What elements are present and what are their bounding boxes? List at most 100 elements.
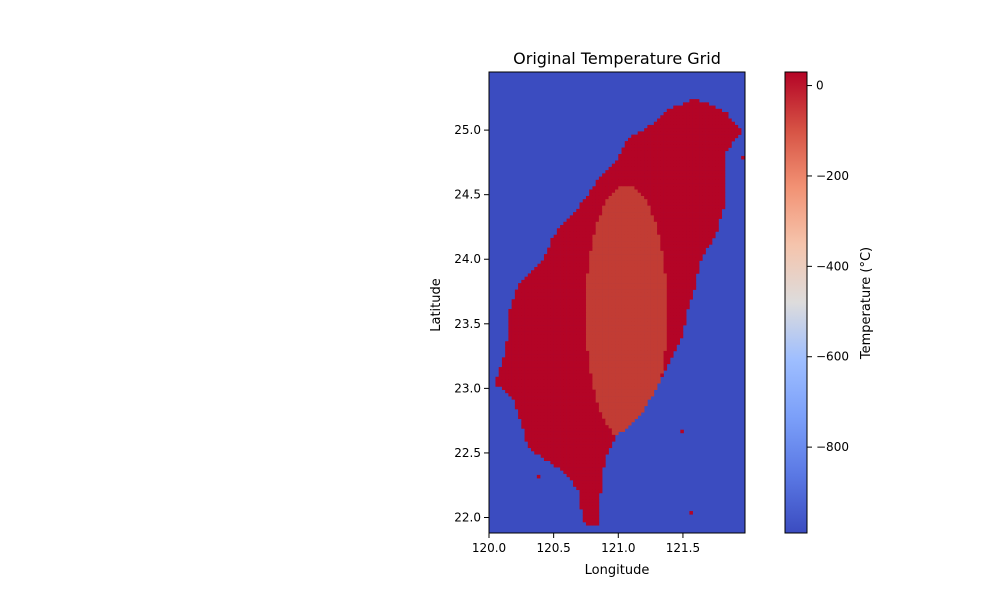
land-cell: [553, 312, 558, 316]
land-cell: [627, 157, 632, 161]
land-cell: [569, 215, 574, 219]
land-cell: [585, 212, 590, 216]
land-cell: [592, 241, 596, 245]
land-cell: [705, 176, 710, 181]
land-cell: [653, 283, 658, 287]
land-cell: [624, 228, 629, 232]
land-cell: [521, 347, 525, 352]
land-cell: [598, 195, 603, 200]
land-cell: [650, 305, 655, 310]
land-cell: [634, 305, 638, 310]
land-cell: [663, 131, 668, 135]
land-cell: [608, 392, 613, 397]
land-cell: [543, 389, 548, 394]
land-cell: [534, 321, 538, 326]
land-cell: [657, 273, 661, 277]
land-cell: [708, 212, 713, 216]
land-cell: [582, 370, 587, 374]
land-cell: [692, 173, 697, 177]
land-cell: [615, 296, 619, 300]
land-cell: [640, 234, 645, 239]
land-cell: [563, 263, 567, 268]
land-cell: [660, 305, 664, 310]
land-cell: [631, 392, 635, 397]
land-cell: [573, 409, 577, 413]
land-cell: [585, 266, 590, 271]
land-cell: [670, 144, 674, 148]
land-cell: [595, 418, 600, 423]
land-cell: [531, 338, 535, 342]
land-cell: [563, 221, 567, 226]
land-cell: [514, 376, 519, 381]
land-cell: [602, 305, 606, 310]
land-cell: [521, 354, 525, 358]
land-cell: [624, 199, 629, 203]
land-cell: [527, 373, 532, 378]
land-cell: [663, 215, 668, 219]
land-cell: [724, 131, 729, 135]
land-cell: [569, 296, 574, 300]
land-cell: [666, 266, 671, 271]
land-cell: [579, 247, 584, 252]
land-cell: [598, 250, 603, 255]
land-cell: [692, 128, 697, 132]
land-cell: [682, 102, 687, 106]
land-cell: [550, 286, 554, 290]
land-cell: [615, 360, 619, 365]
land-cell: [585, 273, 590, 277]
land-cell: [598, 289, 603, 294]
land-cell: [524, 418, 529, 423]
land-cell: [627, 338, 632, 342]
land-cell: [598, 347, 603, 352]
land-cell: [657, 154, 661, 158]
land-cell: [524, 386, 529, 390]
land-cell: [718, 157, 723, 161]
land-cell: [676, 250, 680, 255]
land-cell: [592, 234, 596, 239]
land-cell: [670, 296, 674, 300]
land-cell: [650, 154, 655, 158]
land-cell: [566, 373, 571, 378]
land-cell: [640, 225, 645, 229]
land-cell: [595, 425, 600, 429]
land-cell: [543, 321, 548, 326]
land-cell: [508, 379, 512, 384]
land-cell: [708, 134, 713, 139]
land-cell: [637, 137, 642, 142]
land-cell: [702, 218, 706, 223]
land-cell: [598, 383, 603, 387]
land-cell: [569, 399, 574, 403]
land-cell: [605, 321, 609, 326]
land-cell: [602, 296, 606, 300]
land-cell: [718, 195, 723, 200]
land-cell: [598, 463, 603, 468]
land-cell: [524, 305, 529, 310]
land-cell: [631, 189, 635, 194]
land-cell: [621, 183, 626, 187]
land-cell: [647, 189, 651, 194]
land-cell: [579, 331, 584, 336]
land-cell: [576, 409, 580, 413]
land-cell: [699, 150, 703, 155]
land-cell: [627, 254, 632, 258]
land-cell: [566, 354, 571, 358]
colorbar-label: Temperature (°C): [859, 247, 874, 360]
land-cell: [695, 137, 700, 142]
land-cell: [676, 179, 680, 184]
land-cell: [686, 170, 690, 174]
land-cell: [582, 273, 587, 277]
land-cell: [621, 225, 626, 229]
land-cell: [582, 237, 587, 242]
land-cell: [521, 279, 525, 284]
land-cell: [660, 212, 664, 216]
land-cell: [679, 154, 684, 158]
land-cell: [660, 276, 664, 281]
land-cell: [721, 173, 726, 177]
land-cell: [640, 147, 645, 152]
land-cell: [653, 183, 658, 187]
land-cell: [534, 347, 538, 352]
land-cell: [721, 137, 726, 142]
land-cell: [569, 470, 574, 474]
land-cell: [524, 428, 529, 432]
land-cell: [573, 460, 577, 465]
